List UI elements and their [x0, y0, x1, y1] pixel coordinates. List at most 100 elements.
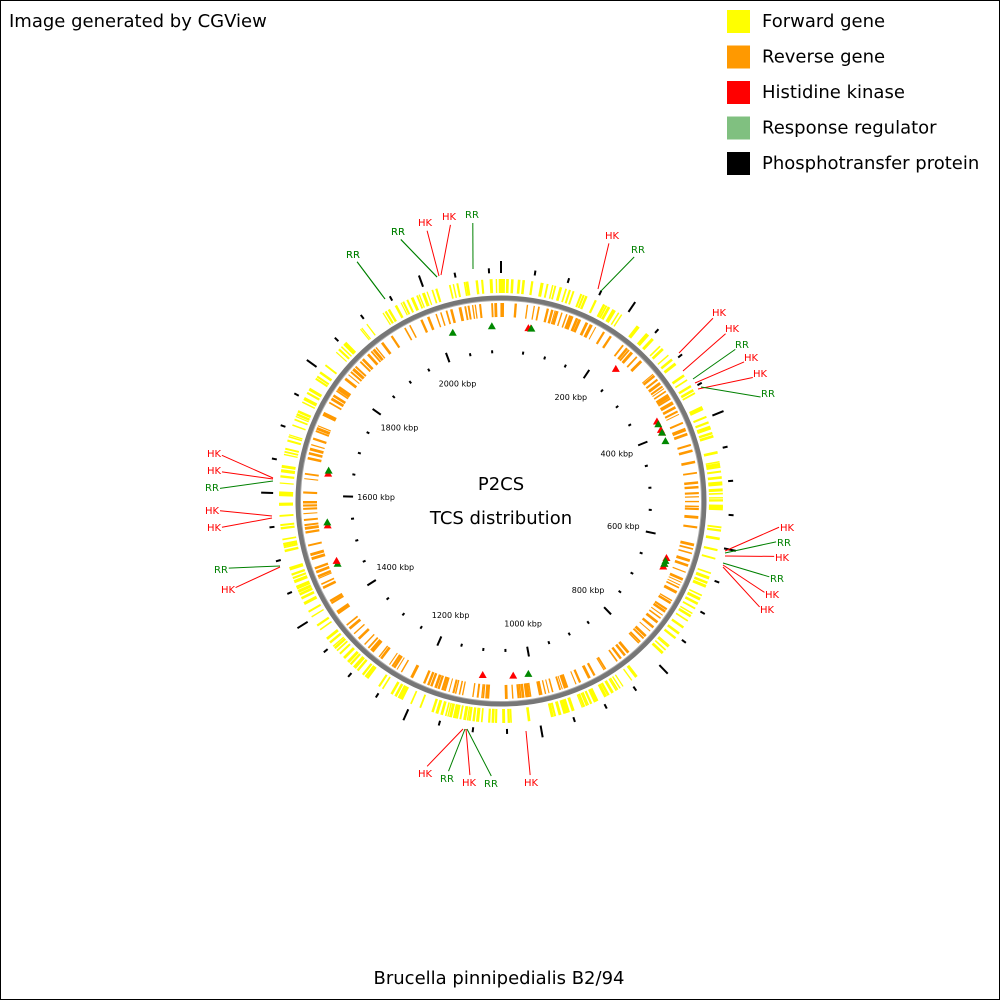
tcs-marker: [611, 364, 620, 372]
forward-gene: [607, 310, 616, 324]
ruler-tick: [586, 620, 590, 625]
reverse-gene: [559, 674, 567, 689]
forward-gene: [297, 584, 312, 593]
forward-gene: [689, 407, 704, 416]
reverse-gene: [573, 318, 582, 333]
reverse-gene: [330, 595, 344, 605]
reverse-gene: [645, 378, 659, 390]
forward-gene: [654, 639, 667, 651]
forward-gene: [577, 693, 586, 708]
outer-tick: [566, 277, 571, 284]
forward-gene: [588, 299, 597, 314]
reverse-gene: [316, 426, 331, 435]
forward-gene: [324, 364, 338, 375]
forward-gene: [382, 312, 392, 326]
callout-line: [466, 728, 492, 777]
forward-gene: [378, 674, 388, 688]
forward-gene: [526, 707, 531, 722]
legend-swatch: [727, 10, 750, 33]
ruler-tick: [427, 368, 431, 372]
center-title: P2CS: [478, 474, 524, 495]
forward-gene: [657, 354, 669, 365]
reverse-gene: [541, 680, 547, 695]
forward-gene: [399, 686, 409, 701]
ruler-tick: [627, 423, 632, 427]
forward-gene: [343, 647, 355, 660]
forward-gene: [695, 421, 709, 429]
backbone: [295, 295, 707, 707]
forward-gene: [279, 482, 294, 485]
legend-label: Reverse gene: [762, 47, 885, 68]
forward-gene: [579, 295, 588, 310]
forward-gene: [678, 607, 692, 618]
reverse-gene: [513, 303, 517, 318]
forward-gene: [431, 698, 438, 713]
reverse-gene: [648, 609, 661, 619]
reverse-gene: [307, 541, 322, 547]
ruler-tick: [547, 640, 551, 645]
callout-line: [219, 510, 273, 517]
reverse-gene: [315, 430, 330, 437]
legend-swatch: [727, 152, 750, 175]
forward-gene: [280, 469, 296, 475]
reverse-gene: [608, 649, 618, 662]
reverse-gene: [304, 478, 319, 481]
ruler-label: 400 kbp: [601, 450, 634, 459]
forward-gene: [279, 514, 294, 517]
reverse-gene: [322, 411, 337, 421]
reverse-gene: [628, 632, 640, 644]
forward-gene: [463, 281, 468, 296]
callout-line: [722, 564, 765, 593]
reverse-gene: [684, 514, 699, 519]
ruler-tick: [618, 590, 622, 594]
callout-line: [426, 230, 440, 277]
forward-gene: [300, 590, 315, 600]
reverse-gene: [410, 664, 420, 679]
ruler-label: 800 kbp: [572, 586, 605, 595]
reverse-gene: [353, 368, 365, 379]
reverse-gene: [437, 675, 445, 690]
forward-gene: [693, 576, 708, 585]
forward-gene: [547, 702, 554, 718]
reverse-gene: [545, 679, 550, 694]
reverse-gene: [303, 491, 318, 495]
callout-line: [228, 565, 281, 569]
reverse-gene: [337, 387, 351, 398]
forward-gene: [601, 306, 611, 320]
ruler-tick: [526, 646, 530, 657]
forward-gene: [338, 348, 350, 360]
forward-gene: [491, 708, 495, 723]
ruler-tick: [419, 625, 423, 630]
forward-gene: [682, 392, 696, 401]
forward-gene: [675, 612, 689, 622]
forward-gene: [340, 346, 353, 357]
forward-gene: [361, 663, 373, 676]
ruler-tick: [357, 451, 362, 455]
reverse-gene: [555, 676, 562, 691]
forward-gene: [708, 481, 723, 485]
forward-gene: [280, 475, 295, 480]
outer-tick: [712, 410, 724, 417]
reverse-gene: [400, 659, 410, 673]
forward-gene: [366, 323, 376, 336]
reverse-gene: [678, 549, 693, 555]
reverse-gene: [322, 580, 337, 590]
forward-gene: [705, 463, 721, 469]
ruler-tick: [372, 408, 382, 416]
callout-line: [600, 256, 635, 292]
reverse-gene: [619, 349, 630, 362]
forward-gene: [589, 687, 599, 702]
reverse-gene: [370, 639, 382, 652]
callout-line: [448, 728, 466, 772]
reverse-gene: [595, 331, 605, 345]
forward-gene: [303, 595, 318, 605]
ruler-tick: [582, 369, 591, 379]
reverse-gene: [350, 371, 363, 382]
tcs-marker: [661, 437, 670, 445]
forward-gene: [707, 470, 722, 475]
forward-gene: [468, 706, 473, 721]
reverse-gene: [307, 456, 322, 463]
reverse-gene: [370, 350, 382, 363]
reverse-gene: [659, 401, 673, 410]
ruler-label: 1200 kbp: [432, 611, 470, 620]
